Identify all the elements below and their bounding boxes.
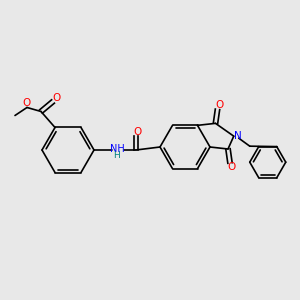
Text: O: O: [22, 98, 30, 109]
Text: O: O: [228, 162, 236, 172]
Text: O: O: [52, 94, 60, 103]
Text: N: N: [234, 131, 242, 141]
Text: H: H: [114, 151, 120, 160]
Text: NH: NH: [110, 144, 124, 154]
Text: O: O: [215, 100, 223, 110]
Text: O: O: [133, 127, 141, 137]
